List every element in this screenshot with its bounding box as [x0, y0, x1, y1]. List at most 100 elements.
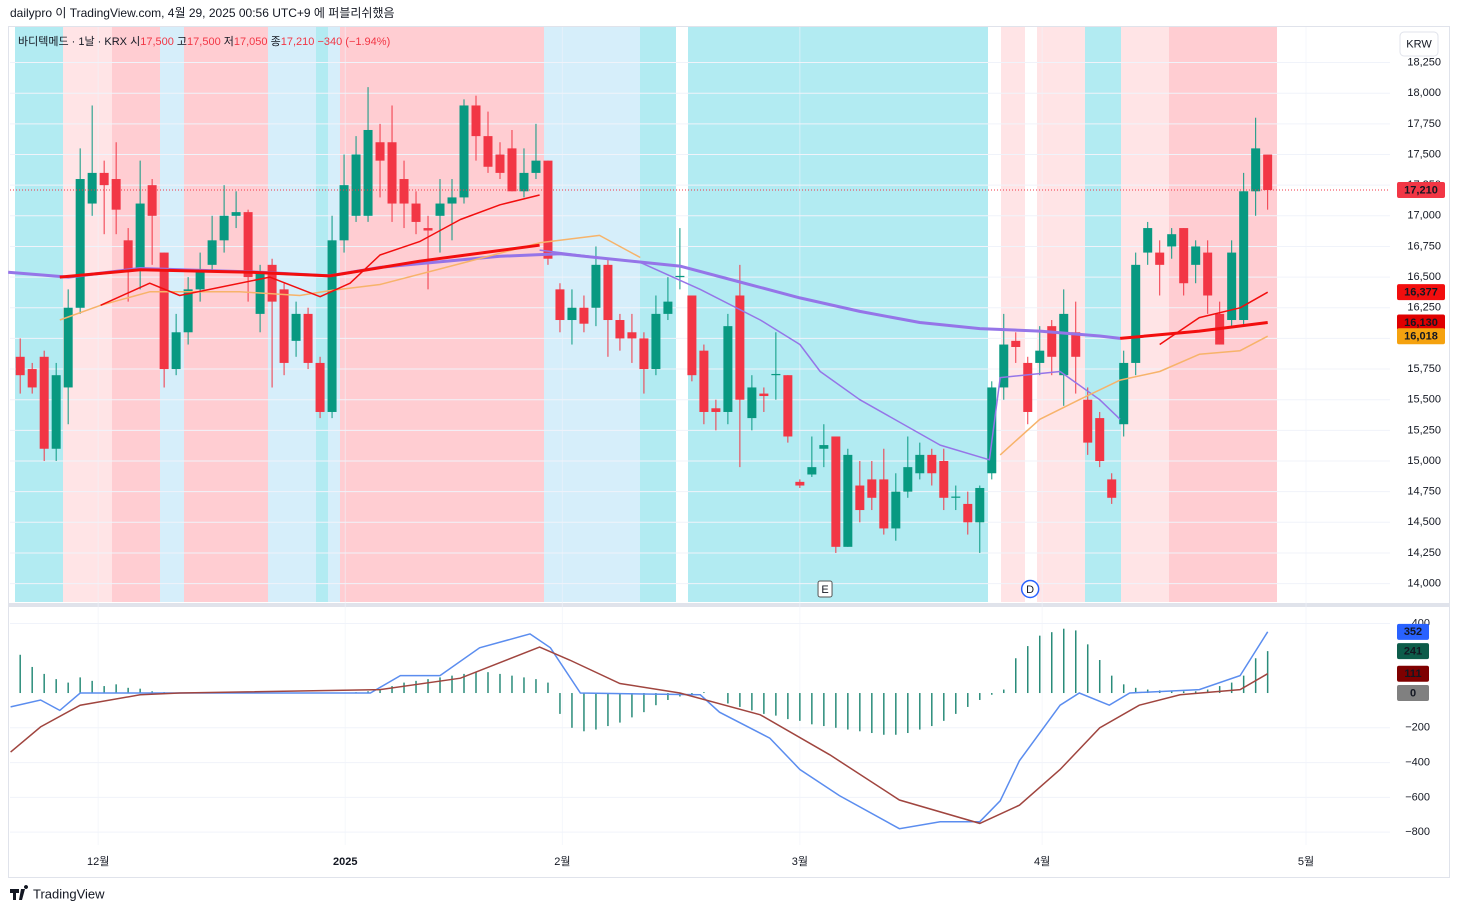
candle-body [1083, 399, 1093, 443]
candle-body [531, 160, 541, 173]
candle-body [495, 154, 505, 173]
candle-body [303, 313, 313, 363]
y-tick-label: 16,500 [1407, 271, 1441, 283]
y-tick-label: −200 [1405, 722, 1430, 734]
candle-body [471, 105, 481, 137]
candle-body [1251, 148, 1261, 192]
candle-body [387, 142, 397, 204]
value-tag-label: 241 [1404, 646, 1422, 658]
currency-label: KRW [1406, 38, 1432, 50]
band [15, 27, 63, 602]
candle-body [951, 496, 961, 498]
value-tag [1397, 623, 1429, 640]
legend-value: 17,500 [187, 36, 221, 48]
moving-average [59, 243, 540, 279]
candle-body [1095, 418, 1105, 462]
y-tick-label: 15,000 [1407, 455, 1441, 467]
x-tick-label: 4월 [1034, 855, 1050, 868]
candle-body [27, 369, 37, 388]
value-tag-label: 0 [1410, 687, 1416, 699]
y-tick-label: 17,750 [1407, 118, 1441, 130]
candle-body [99, 172, 109, 186]
legend-value: 17,210 [281, 36, 315, 48]
candle-body [135, 203, 145, 271]
candle-body [627, 332, 637, 339]
candle-body [783, 375, 793, 437]
candle-body [1155, 252, 1165, 265]
band [112, 27, 160, 602]
value-tag-label: 352 [1404, 626, 1422, 638]
candle-body [171, 332, 181, 370]
candle-body [1119, 362, 1129, 425]
signal-line [10, 646, 1269, 825]
price-tag [1397, 182, 1445, 199]
y-tick-label: 14,000 [1407, 578, 1441, 590]
y-tick-label: 17,000 [1407, 210, 1441, 222]
event-label: D [1026, 584, 1034, 596]
candle-body [915, 454, 925, 474]
candle-body [879, 479, 889, 529]
candle-body [459, 105, 469, 198]
macd-line [10, 631, 1269, 830]
candle-body [1011, 340, 1021, 347]
candle-body [1263, 154, 1273, 191]
candle-body [447, 197, 457, 204]
candle-body [591, 264, 601, 308]
x-tick-label: 2월 [554, 855, 570, 868]
legend-change: −340 (−1.94%) [317, 36, 390, 48]
y-tick-label: 18,250 [1407, 56, 1441, 68]
candle-body [855, 485, 865, 511]
candle-body [975, 487, 985, 523]
candle-body [363, 129, 373, 216]
y-tick-label: 16,250 [1407, 302, 1441, 314]
candle-body [1035, 350, 1045, 363]
candle-body [963, 503, 973, 523]
candle-body [759, 393, 769, 397]
band [1085, 27, 1121, 602]
price-tag-label: 16,130 [1404, 317, 1438, 329]
candle-body [159, 252, 169, 370]
candle-body [219, 215, 229, 241]
candle-body [939, 461, 949, 498]
background-bands [15, 27, 1277, 602]
candle-body [519, 172, 529, 192]
candle-body [1227, 252, 1237, 321]
candle-body [1239, 191, 1249, 321]
y-tick-label: 17,500 [1407, 148, 1441, 160]
y-tick-label: 15,500 [1407, 394, 1441, 406]
price-tag-label: 17,210 [1404, 184, 1438, 196]
y-tick-label: −400 [1405, 756, 1430, 768]
footer-brand: TradingView [33, 886, 105, 901]
y-tick-label: 16,750 [1407, 240, 1441, 252]
candle-body [399, 179, 409, 204]
candle-body [207, 240, 217, 265]
candle-body [267, 264, 277, 302]
candle-body [543, 160, 553, 259]
candle-body [423, 228, 433, 231]
x-tick-label: 2025 [333, 856, 357, 868]
candle-body [867, 479, 877, 498]
y-tick-label: 14,750 [1407, 486, 1441, 498]
candle-body [675, 275, 685, 278]
candle-body [123, 240, 133, 271]
event-marker [817, 580, 833, 598]
candle-body [1131, 264, 1141, 363]
y-tick-label: −600 [1405, 791, 1430, 803]
price-tag [1397, 284, 1445, 301]
currency-button [1399, 31, 1439, 57]
candle-body [795, 481, 805, 486]
y-tick-label: 14,500 [1407, 516, 1441, 528]
candle-body [1059, 313, 1069, 376]
moving-average [100, 194, 540, 306]
price-tag-label: 16,377 [1404, 287, 1438, 299]
legend-label: 고 [177, 36, 187, 48]
candle-body [339, 185, 349, 241]
candle-body [927, 454, 937, 474]
publish-header: dailypro 이 TradingView.com, 4월 29, 2025 … [10, 6, 395, 20]
candle-body [615, 320, 625, 339]
candle-body [651, 313, 661, 370]
candle-body [39, 356, 49, 449]
candle-body [291, 313, 301, 341]
legend-label: 저 [224, 35, 234, 48]
candle-body [639, 338, 649, 370]
